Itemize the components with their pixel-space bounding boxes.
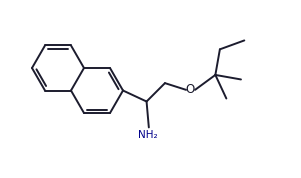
Text: NH₂: NH₂: [138, 130, 158, 140]
Text: O: O: [185, 83, 195, 96]
